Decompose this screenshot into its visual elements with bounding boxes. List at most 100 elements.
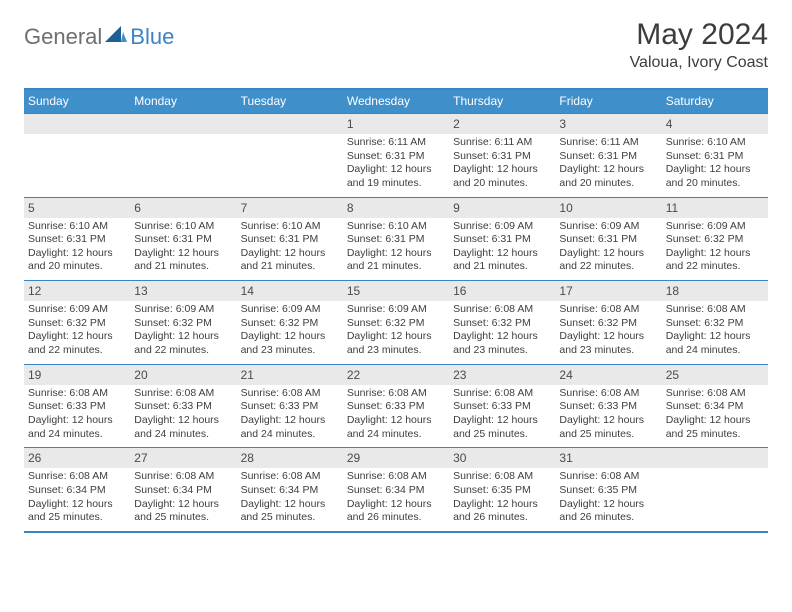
daylight-line: Daylight: 12 hours and 21 minutes. xyxy=(453,247,551,274)
calendar-week: 19Sunrise: 6:08 AMSunset: 6:33 PMDayligh… xyxy=(24,364,768,448)
calendar-day: 11Sunrise: 6:09 AMSunset: 6:32 PMDayligh… xyxy=(662,197,768,281)
calendar-day-empty xyxy=(130,113,236,197)
sunrise-line: Sunrise: 6:08 AM xyxy=(241,470,339,484)
sunset-line: Sunset: 6:33 PM xyxy=(347,400,445,414)
sunrise-line: Sunrise: 6:09 AM xyxy=(347,303,445,317)
weekday-header-row: SundayMondayTuesdayWednesdayThursdayFrid… xyxy=(24,90,768,113)
sunset-line: Sunset: 6:31 PM xyxy=(347,150,445,164)
daylight-line: Daylight: 12 hours and 24 minutes. xyxy=(347,414,445,441)
daylight-line: Daylight: 12 hours and 25 minutes. xyxy=(666,414,764,441)
day-details: Sunrise: 6:09 AMSunset: 6:32 PMDaylight:… xyxy=(343,301,449,364)
daylight-line: Daylight: 12 hours and 21 minutes. xyxy=(347,247,445,274)
daylight-line: Daylight: 12 hours and 24 minutes. xyxy=(666,330,764,357)
day-details xyxy=(237,134,343,190)
calendar-day: 27Sunrise: 6:08 AMSunset: 6:34 PMDayligh… xyxy=(130,447,236,531)
day-details: Sunrise: 6:10 AMSunset: 6:31 PMDaylight:… xyxy=(662,134,768,197)
day-details: Sunrise: 6:08 AMSunset: 6:34 PMDaylight:… xyxy=(237,468,343,531)
sunset-line: Sunset: 6:31 PM xyxy=(666,150,764,164)
sunrise-line: Sunrise: 6:08 AM xyxy=(559,303,657,317)
weekday-header: Thursday xyxy=(449,90,555,113)
calendar-day: 12Sunrise: 6:09 AMSunset: 6:32 PMDayligh… xyxy=(24,280,130,364)
sunrise-line: Sunrise: 6:10 AM xyxy=(28,220,126,234)
sunset-line: Sunset: 6:32 PM xyxy=(134,317,232,331)
daylight-line: Daylight: 12 hours and 22 minutes. xyxy=(134,330,232,357)
sunrise-line: Sunrise: 6:08 AM xyxy=(453,303,551,317)
day-details: Sunrise: 6:08 AMSunset: 6:33 PMDaylight:… xyxy=(449,385,555,448)
weekday-header: Saturday xyxy=(662,90,768,113)
sunrise-line: Sunrise: 6:09 AM xyxy=(559,220,657,234)
sunrise-line: Sunrise: 6:08 AM xyxy=(134,470,232,484)
day-number: 12 xyxy=(24,280,130,301)
daylight-line: Daylight: 12 hours and 22 minutes. xyxy=(559,247,657,274)
sunrise-line: Sunrise: 6:08 AM xyxy=(559,470,657,484)
daylight-line: Daylight: 12 hours and 23 minutes. xyxy=(241,330,339,357)
sunset-line: Sunset: 6:31 PM xyxy=(134,233,232,247)
daylight-line: Daylight: 12 hours and 21 minutes. xyxy=(134,247,232,274)
day-details: Sunrise: 6:08 AMSunset: 6:33 PMDaylight:… xyxy=(343,385,449,448)
sunrise-line: Sunrise: 6:08 AM xyxy=(666,303,764,317)
day-details: Sunrise: 6:08 AMSunset: 6:33 PMDaylight:… xyxy=(237,385,343,448)
sunrise-line: Sunrise: 6:09 AM xyxy=(666,220,764,234)
sunset-line: Sunset: 6:34 PM xyxy=(241,484,339,498)
sunrise-line: Sunrise: 6:10 AM xyxy=(666,136,764,150)
sunset-line: Sunset: 6:32 PM xyxy=(453,317,551,331)
day-number: 8 xyxy=(343,197,449,218)
day-details: Sunrise: 6:11 AMSunset: 6:31 PMDaylight:… xyxy=(449,134,555,197)
calendar-day: 17Sunrise: 6:08 AMSunset: 6:32 PMDayligh… xyxy=(555,280,661,364)
day-details: Sunrise: 6:11 AMSunset: 6:31 PMDaylight:… xyxy=(343,134,449,197)
day-number: 3 xyxy=(555,113,661,134)
sunrise-line: Sunrise: 6:08 AM xyxy=(347,470,445,484)
daylight-line: Daylight: 12 hours and 22 minutes. xyxy=(28,330,126,357)
logo: General Blue xyxy=(24,18,174,50)
day-number: 18 xyxy=(662,280,768,301)
sunset-line: Sunset: 6:32 PM xyxy=(28,317,126,331)
calendar-day: 7Sunrise: 6:10 AMSunset: 6:31 PMDaylight… xyxy=(237,197,343,281)
day-number: 20 xyxy=(130,364,236,385)
weekday-header: Tuesday xyxy=(237,90,343,113)
sunrise-line: Sunrise: 6:08 AM xyxy=(666,387,764,401)
calendar-day: 3Sunrise: 6:11 AMSunset: 6:31 PMDaylight… xyxy=(555,113,661,197)
day-details: Sunrise: 6:09 AMSunset: 6:31 PMDaylight:… xyxy=(555,218,661,281)
day-number: 21 xyxy=(237,364,343,385)
calendar-day: 2Sunrise: 6:11 AMSunset: 6:31 PMDaylight… xyxy=(449,113,555,197)
calendar-day: 18Sunrise: 6:08 AMSunset: 6:32 PMDayligh… xyxy=(662,280,768,364)
sunset-line: Sunset: 6:34 PM xyxy=(347,484,445,498)
sunset-line: Sunset: 6:34 PM xyxy=(28,484,126,498)
daylight-line: Daylight: 12 hours and 26 minutes. xyxy=(347,498,445,525)
day-details: Sunrise: 6:08 AMSunset: 6:32 PMDaylight:… xyxy=(449,301,555,364)
daylight-line: Daylight: 12 hours and 23 minutes. xyxy=(347,330,445,357)
sunrise-line: Sunrise: 6:10 AM xyxy=(134,220,232,234)
day-number: 17 xyxy=(555,280,661,301)
sunrise-line: Sunrise: 6:09 AM xyxy=(241,303,339,317)
calendar-day: 9Sunrise: 6:09 AMSunset: 6:31 PMDaylight… xyxy=(449,197,555,281)
logo-text-blue: Blue xyxy=(130,24,174,50)
day-details: Sunrise: 6:10 AMSunset: 6:31 PMDaylight:… xyxy=(343,218,449,281)
calendar-day-empty xyxy=(237,113,343,197)
sunrise-line: Sunrise: 6:11 AM xyxy=(559,136,657,150)
day-number: 2 xyxy=(449,113,555,134)
calendar-day: 15Sunrise: 6:09 AMSunset: 6:32 PMDayligh… xyxy=(343,280,449,364)
calendar-day: 14Sunrise: 6:09 AMSunset: 6:32 PMDayligh… xyxy=(237,280,343,364)
day-number: 9 xyxy=(449,197,555,218)
day-details: Sunrise: 6:10 AMSunset: 6:31 PMDaylight:… xyxy=(237,218,343,281)
calendar-day: 30Sunrise: 6:08 AMSunset: 6:35 PMDayligh… xyxy=(449,447,555,531)
sunrise-line: Sunrise: 6:08 AM xyxy=(347,387,445,401)
day-number: 11 xyxy=(662,197,768,218)
day-number: 13 xyxy=(130,280,236,301)
sunset-line: Sunset: 6:31 PM xyxy=(453,233,551,247)
daylight-line: Daylight: 12 hours and 24 minutes. xyxy=(28,414,126,441)
day-details: Sunrise: 6:09 AMSunset: 6:32 PMDaylight:… xyxy=(130,301,236,364)
daylight-line: Daylight: 12 hours and 20 minutes. xyxy=(559,163,657,190)
day-number: 1 xyxy=(343,113,449,134)
day-details: Sunrise: 6:09 AMSunset: 6:32 PMDaylight:… xyxy=(662,218,768,281)
day-details: Sunrise: 6:08 AMSunset: 6:32 PMDaylight:… xyxy=(662,301,768,364)
day-number: 15 xyxy=(343,280,449,301)
day-details: Sunrise: 6:10 AMSunset: 6:31 PMDaylight:… xyxy=(130,218,236,281)
sunset-line: Sunset: 6:35 PM xyxy=(559,484,657,498)
day-number: 7 xyxy=(237,197,343,218)
day-details: Sunrise: 6:08 AMSunset: 6:33 PMDaylight:… xyxy=(130,385,236,448)
day-number: 26 xyxy=(24,447,130,468)
day-number xyxy=(237,113,343,134)
daylight-line: Daylight: 12 hours and 20 minutes. xyxy=(28,247,126,274)
daylight-line: Daylight: 12 hours and 23 minutes. xyxy=(559,330,657,357)
